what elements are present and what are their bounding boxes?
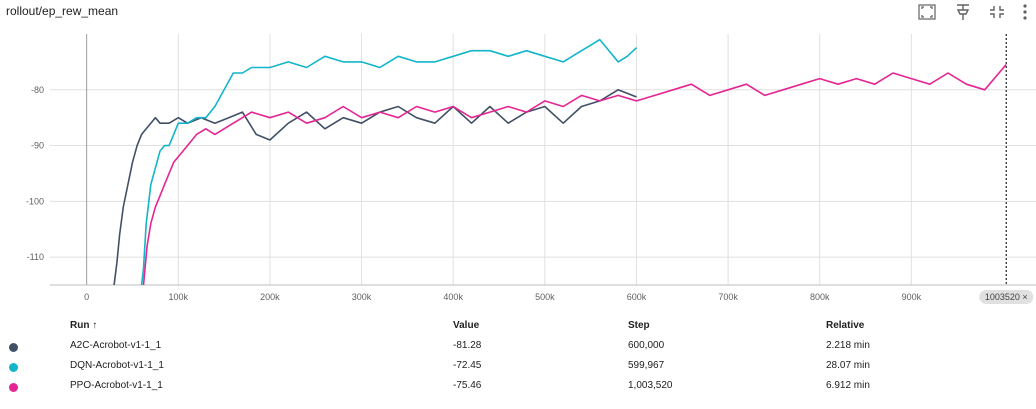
series-group: [113, 38, 1007, 285]
x-tick-label: 900k: [902, 292, 922, 302]
series-line: [113, 89, 637, 285]
run-name: A2C-Acrobot-v1-1_1: [70, 340, 162, 351]
grid: [50, 34, 1036, 285]
y-tick-label: -90: [31, 141, 44, 151]
line-chart[interactable]: -80 -90 -100 -110 0 100k 200k 300k 400k 500k 600k 7…: [0, 22, 1036, 312]
run-relative: 2.218 min: [826, 340, 870, 351]
run-color-swatch: [9, 343, 18, 352]
run-value: -81.28: [453, 340, 482, 351]
cursor-badge: [979, 290, 1034, 304]
col-header-value[interactable]: Value: [453, 320, 480, 331]
run-relative: 6.912 min: [826, 380, 870, 391]
cursor-badge-label: 1003520 ×: [985, 292, 1028, 302]
y-tick-label: -110: [27, 252, 44, 262]
y-tick-label: -100: [26, 196, 44, 206]
x-tick-label: 200k: [260, 292, 280, 302]
pin-icon[interactable]: [952, 2, 974, 22]
x-tick-label: 400k: [443, 292, 463, 302]
run-value: -75.46: [453, 380, 482, 391]
series-line: [142, 63, 1007, 285]
x-tick-label: 0: [84, 292, 89, 302]
col-header-relative[interactable]: Relative: [826, 320, 865, 331]
run-step: 599,967: [628, 360, 665, 371]
fit-domain-icon[interactable]: [916, 2, 938, 22]
run-name: PPO-Acrobot-v1-1_1: [70, 380, 163, 391]
x-tick-label: 700k: [718, 292, 738, 302]
chart-title: rollout/ep_rew_mean: [6, 4, 119, 18]
run-color-swatch: [9, 383, 18, 392]
run-name: DQN-Acrobot-v1-1_1: [70, 360, 164, 371]
x-tick-label: 100k: [169, 292, 189, 302]
y-tick-label: -80: [31, 85, 44, 95]
x-tick-label: 500k: [535, 292, 555, 302]
collapse-icon[interactable]: [986, 2, 1008, 22]
run-value: -72.45: [453, 360, 482, 371]
col-header-step[interactable]: Step: [628, 320, 650, 331]
series-line: [140, 38, 638, 285]
axes: -80 -90 -100 -110 0 100k 200k 300k 400k 500k 600k 7…: [26, 85, 1036, 302]
more-icon[interactable]: [1014, 2, 1036, 22]
cursor[interactable]: 1003520 ×: [979, 34, 1034, 304]
x-tick-label: 600k: [627, 292, 647, 302]
run-relative: 28.07 min: [826, 360, 870, 371]
x-tick-label: 800k: [810, 292, 830, 302]
run-step: 1,003,520: [628, 380, 673, 391]
run-step: 600,000: [628, 340, 665, 351]
run-color-swatch: [9, 363, 18, 372]
col-header-run[interactable]: Run ↑: [70, 320, 98, 331]
x-tick-label: 300k: [352, 292, 372, 302]
